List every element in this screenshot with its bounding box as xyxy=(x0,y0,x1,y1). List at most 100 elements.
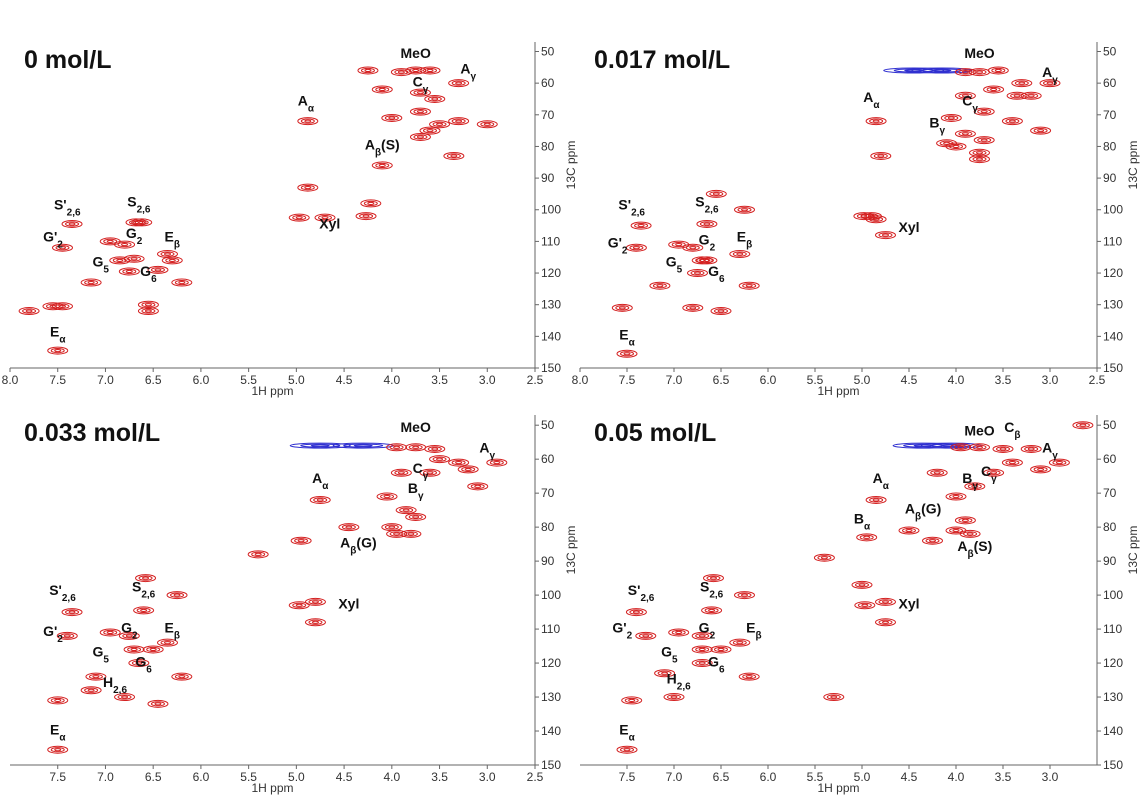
cross-peak xyxy=(128,659,150,668)
cross-peak xyxy=(875,597,896,606)
y-tick-label: 130 xyxy=(1103,690,1123,704)
cross-peak xyxy=(375,86,390,93)
cross-peak xyxy=(413,134,428,140)
y-tick-label: 70 xyxy=(541,486,555,500)
cross-peak xyxy=(304,618,326,627)
label-main: H xyxy=(667,670,677,686)
cross-peak xyxy=(402,508,410,512)
cross-peak xyxy=(625,243,647,252)
label-sub: β xyxy=(915,511,921,522)
cross-peak xyxy=(1037,467,1045,471)
label-main: C xyxy=(413,460,423,476)
cross-peak xyxy=(999,447,1007,451)
peak-label: Eα xyxy=(619,327,635,349)
y-tick-label: 60 xyxy=(541,452,555,466)
cross-peak xyxy=(384,524,399,530)
cross-peak xyxy=(698,258,706,262)
cross-peak xyxy=(863,535,871,539)
cross-peak xyxy=(429,455,451,464)
cross-peak xyxy=(709,191,724,197)
cross-peak xyxy=(671,241,686,248)
cross-peak xyxy=(1001,458,1023,467)
cross-peak xyxy=(878,232,893,238)
cross-peak xyxy=(691,256,713,265)
cross-peak xyxy=(84,687,99,693)
cross-peak xyxy=(394,69,409,75)
cross-peak xyxy=(394,470,409,476)
peak-label: Eβ xyxy=(165,619,180,641)
cross-peak xyxy=(288,601,310,610)
cross-peak xyxy=(103,629,118,636)
cross-peak xyxy=(171,672,193,681)
label-main: E xyxy=(619,721,628,737)
x-tick-label: 5.0 xyxy=(854,770,871,784)
cross-peak xyxy=(378,87,386,92)
cross-peak xyxy=(170,592,185,598)
cross-peak xyxy=(857,602,872,608)
cross-peak xyxy=(961,132,969,136)
label-sub: α xyxy=(308,103,315,114)
peak-label: S'2,6 xyxy=(618,197,645,219)
cross-peak xyxy=(623,352,631,356)
peak-label: G6 xyxy=(708,263,725,285)
cross-peak xyxy=(963,531,978,537)
cross-peak xyxy=(464,467,472,471)
cross-peak xyxy=(1048,458,1070,467)
panel: 8.0 7.5 7.0 6.5 6.0 5.5 5.0 4.5 4.0 3.5 3.0 2.55060… xyxy=(572,42,1140,398)
label-sub: 2 xyxy=(710,242,716,253)
cross-peak xyxy=(883,67,945,74)
label-main: B xyxy=(962,470,972,486)
cross-peak xyxy=(1014,80,1029,86)
cross-peak xyxy=(87,280,95,285)
cross-peak xyxy=(732,640,747,646)
label-tail: (S) xyxy=(381,137,400,153)
y-tick-label: 110 xyxy=(541,622,560,636)
label-main: A xyxy=(365,137,375,153)
cross-peak xyxy=(451,118,466,124)
peak-label: G2 xyxy=(699,232,716,254)
cross-peak xyxy=(50,747,65,753)
cross-peak xyxy=(859,534,874,540)
cross-peak xyxy=(423,67,437,74)
cross-peak xyxy=(174,279,189,286)
peak-label: S2,6 xyxy=(695,194,719,216)
label-main: G' xyxy=(608,235,622,251)
cross-peak xyxy=(343,443,384,448)
cross-peak xyxy=(961,94,969,98)
cross-peak xyxy=(54,349,62,353)
label-sub: γ xyxy=(418,491,424,502)
label-sub: γ xyxy=(991,474,997,485)
cross-peak xyxy=(146,646,161,653)
cross-peak xyxy=(160,251,175,257)
cross-peak xyxy=(408,444,423,450)
cross-peak xyxy=(634,222,649,229)
cross-peak xyxy=(157,638,178,647)
label-sub: α xyxy=(59,334,66,345)
cross-peak xyxy=(141,302,156,308)
peak-label: G2 xyxy=(699,619,716,641)
cross-peak xyxy=(389,444,404,450)
cross-peak xyxy=(55,245,70,251)
label-sub: 5 xyxy=(103,264,109,275)
y-tick-label: 80 xyxy=(1103,139,1117,153)
cross-peak xyxy=(695,660,710,666)
cross-peak xyxy=(695,633,710,639)
cross-peak xyxy=(318,215,332,221)
cross-peak xyxy=(670,695,678,699)
label-main: A xyxy=(1042,439,1052,455)
cross-peak xyxy=(130,257,138,261)
x-tick-label: 3.0 xyxy=(479,770,496,784)
panel: 7.5 7.0 6.5 6.0 5.5 5.0 4.5 4.0 3.5 3.0 50 60 70 80 90… xyxy=(580,415,1140,795)
cross-peak xyxy=(55,303,70,309)
cross-peak xyxy=(60,633,75,639)
label-sub: 6 xyxy=(719,664,725,675)
cross-peak xyxy=(432,456,447,462)
y-axis-label: 13C ppm xyxy=(564,526,578,575)
cross-peak xyxy=(127,256,142,262)
cross-peak xyxy=(483,122,491,126)
cross-peak xyxy=(964,482,986,491)
cross-peak xyxy=(141,308,156,314)
x-tick-label: 4.0 xyxy=(383,770,400,784)
peak-label: Cγ xyxy=(413,73,429,95)
cross-peak xyxy=(947,116,955,120)
